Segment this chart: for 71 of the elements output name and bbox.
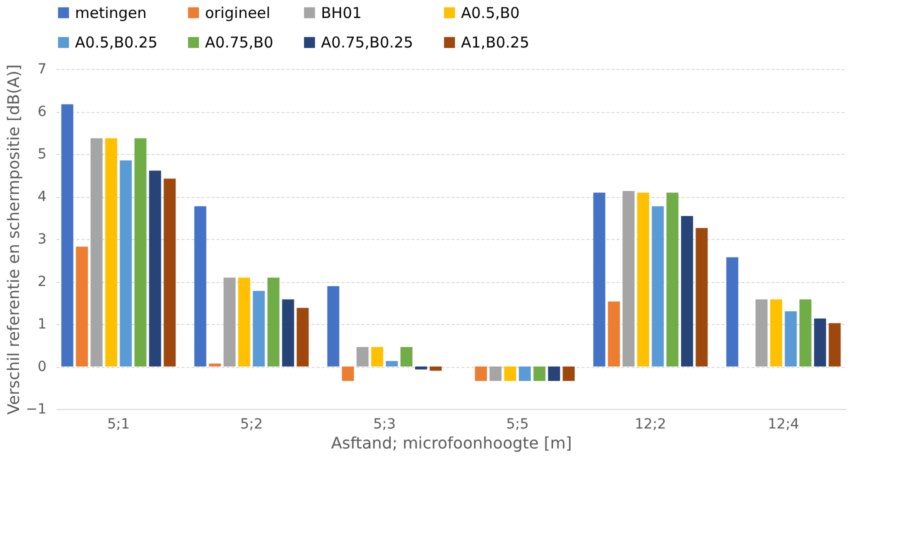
x-tick-label: 12;2 — [634, 416, 666, 432]
legend-label: A1,B0.25 — [461, 34, 530, 52]
bar — [327, 286, 340, 366]
bar — [194, 206, 206, 366]
bar — [518, 366, 531, 381]
x-tick-label: 12;4 — [768, 416, 800, 432]
bar — [386, 360, 398, 366]
bar — [784, 311, 797, 366]
bar — [371, 346, 384, 366]
y-axis-title: Verschil referentie en schermpositie [dB(A)] — [4, 64, 23, 415]
bar — [490, 366, 502, 381]
bar — [134, 138, 146, 366]
y-tick-label: 7 — [38, 62, 46, 78]
bar — [828, 323, 841, 366]
y-tick-label: 3 — [38, 232, 46, 248]
bar — [562, 366, 575, 381]
y-tick-label: 1 — [38, 316, 46, 332]
x-tick-label: 5;5 — [506, 416, 529, 432]
legend-label: A0.5,B0 — [461, 4, 520, 22]
bar — [415, 366, 428, 370]
bar — [726, 257, 738, 366]
bar — [770, 299, 782, 366]
bar — [76, 246, 88, 366]
y-tick-label: 0 — [38, 359, 46, 375]
x-tick-label: 5;3 — [373, 416, 396, 432]
y-tick-label: −1 — [26, 402, 46, 418]
bar — [208, 364, 221, 366]
bar — [342, 366, 354, 381]
y-tick-label: 5 — [38, 146, 46, 162]
bar — [252, 290, 265, 366]
legend-label: metingen — [75, 4, 147, 22]
y-tick-label: 4 — [38, 189, 47, 205]
y-tick-label: 2 — [38, 274, 46, 290]
bar — [120, 160, 132, 366]
bar — [282, 299, 294, 366]
legend-label: A0.75,B0 — [205, 34, 274, 52]
bar — [666, 192, 678, 366]
bar — [61, 104, 74, 366]
bar — [105, 138, 118, 366]
bar — [593, 192, 606, 366]
x-tick-label: 5;2 — [240, 416, 263, 432]
bar — [652, 206, 664, 366]
bar — [608, 301, 620, 366]
y-tick-label: 6 — [38, 104, 47, 120]
bar — [548, 366, 560, 381]
bar — [400, 346, 412, 366]
bar — [356, 346, 369, 366]
bar — [622, 190, 635, 366]
x-axis-title: Asftand; microfoonhoogte [m] — [331, 434, 572, 452]
legend-label: origineel — [205, 4, 270, 22]
legend-label: BH01 — [321, 4, 362, 22]
bar — [474, 366, 487, 381]
bar — [267, 278, 280, 366]
bar — [533, 366, 546, 381]
bar — [224, 278, 236, 366]
bar — [149, 170, 162, 366]
legend-label: A0.75,B0.25 — [321, 34, 414, 52]
bar — [756, 299, 768, 366]
bar — [430, 366, 442, 371]
bar — [814, 318, 826, 366]
bar — [696, 228, 708, 366]
bar — [504, 366, 516, 381]
bar — [637, 192, 650, 366]
bar — [90, 138, 103, 366]
bar — [799, 299, 812, 366]
legend-label: A0.5,B0.25 — [75, 34, 158, 52]
bar — [296, 308, 309, 366]
bar — [164, 178, 176, 366]
bar — [238, 278, 250, 366]
bar — [681, 216, 694, 366]
x-tick-label: 5;1 — [107, 416, 130, 432]
